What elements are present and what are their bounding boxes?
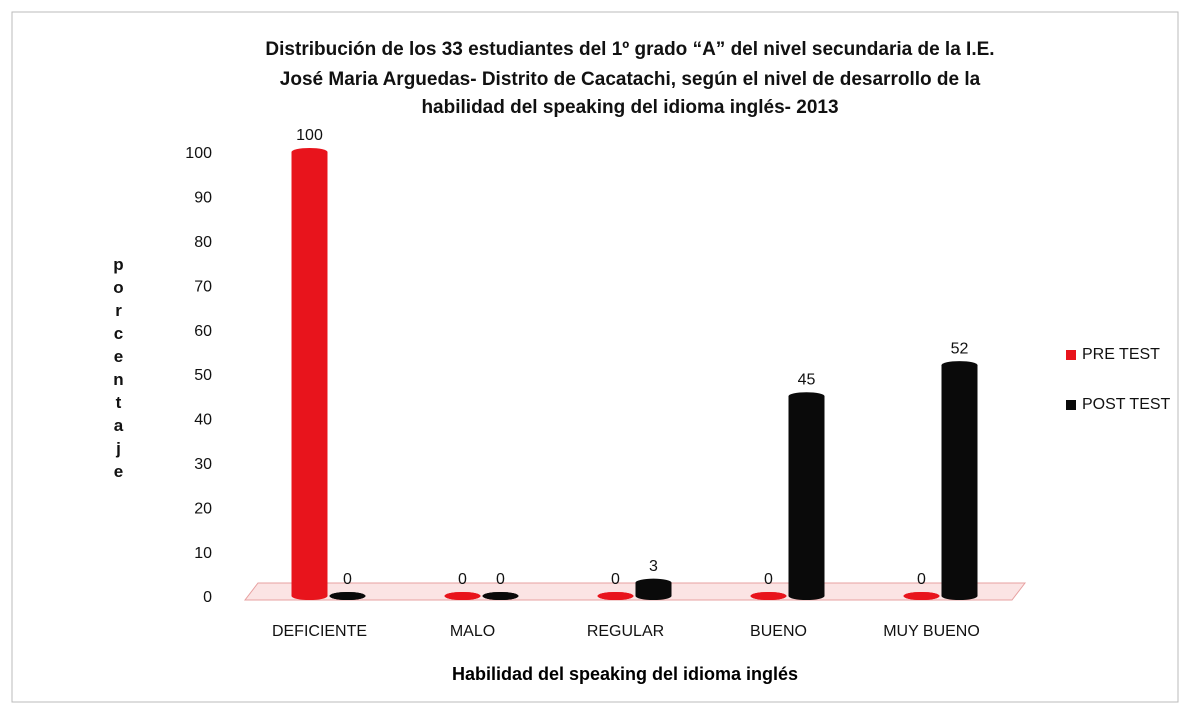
bar-cap — [291, 148, 328, 156]
bar — [291, 148, 328, 600]
chart-title: José Maria Arguedas- Distrito de Cacatac… — [280, 69, 981, 90]
y-tick-label: 70 — [194, 278, 212, 295]
y-tick-label: 90 — [194, 190, 212, 207]
bar-base — [291, 592, 328, 600]
value-label: 52 — [951, 340, 969, 357]
bar-cap — [597, 592, 634, 600]
x-tick-label: DEFICIENTE — [272, 623, 367, 640]
chart-title: habilidad del speaking del idioma inglés… — [421, 97, 838, 118]
bar-cap — [750, 592, 787, 600]
bar-body — [291, 152, 328, 596]
bar-cap — [635, 578, 672, 587]
y-tick-label: 60 — [194, 323, 212, 340]
x-tick-label: REGULAR — [587, 623, 664, 640]
x-tick-label: MALO — [450, 623, 495, 640]
bar — [941, 361, 978, 600]
bar-body — [788, 396, 825, 596]
y-tick-label: 50 — [194, 367, 212, 384]
y-tick-label: 20 — [194, 500, 212, 517]
bar-cap — [482, 592, 519, 600]
y-axis-label: porcentaje — [109, 255, 128, 485]
bar — [444, 592, 481, 600]
y-tick-label: 100 — [185, 145, 212, 162]
bar — [635, 578, 672, 600]
legend-swatch — [1066, 400, 1076, 410]
legend-swatch — [1066, 350, 1076, 360]
value-label: 45 — [798, 371, 816, 388]
bar-cap — [329, 592, 366, 600]
bar — [597, 592, 634, 600]
legend-label: POST TEST — [1082, 396, 1171, 413]
y-tick-label: 10 — [194, 545, 212, 562]
bar — [788, 392, 825, 600]
value-label: 0 — [458, 571, 467, 588]
y-tick-label: 80 — [194, 234, 212, 251]
bar-cap — [788, 392, 825, 401]
x-axis-label: Habilidad del speaking del idioma inglés — [452, 664, 798, 684]
x-tick-label: MUY BUENO — [883, 623, 980, 640]
chart-title: Distribución de los 33 estudiantes del 1… — [265, 39, 994, 60]
bar-cap — [941, 361, 978, 370]
value-label: 0 — [764, 571, 773, 588]
bar — [750, 592, 787, 600]
bar-base — [788, 592, 825, 600]
value-label: 0 — [496, 571, 505, 588]
value-label: 3 — [649, 558, 658, 575]
x-tick-label: BUENO — [750, 623, 807, 640]
bar-cap — [903, 592, 940, 600]
bar — [482, 592, 519, 600]
y-tick-label: 0 — [203, 589, 212, 606]
legend-label: PRE TEST — [1082, 346, 1160, 363]
bar — [329, 592, 366, 600]
bar — [903, 592, 940, 600]
bar-body — [941, 365, 978, 596]
bar-base — [635, 592, 672, 600]
value-label: 0 — [917, 571, 926, 588]
value-label: 0 — [611, 571, 620, 588]
bar-cap — [444, 592, 481, 600]
y-tick-label: 40 — [194, 412, 212, 429]
bar-base — [941, 592, 978, 600]
value-label: 100 — [296, 127, 323, 144]
floor — [243, 582, 1027, 601]
y-tick-label: 30 — [194, 456, 212, 473]
value-label: 0 — [343, 571, 352, 588]
